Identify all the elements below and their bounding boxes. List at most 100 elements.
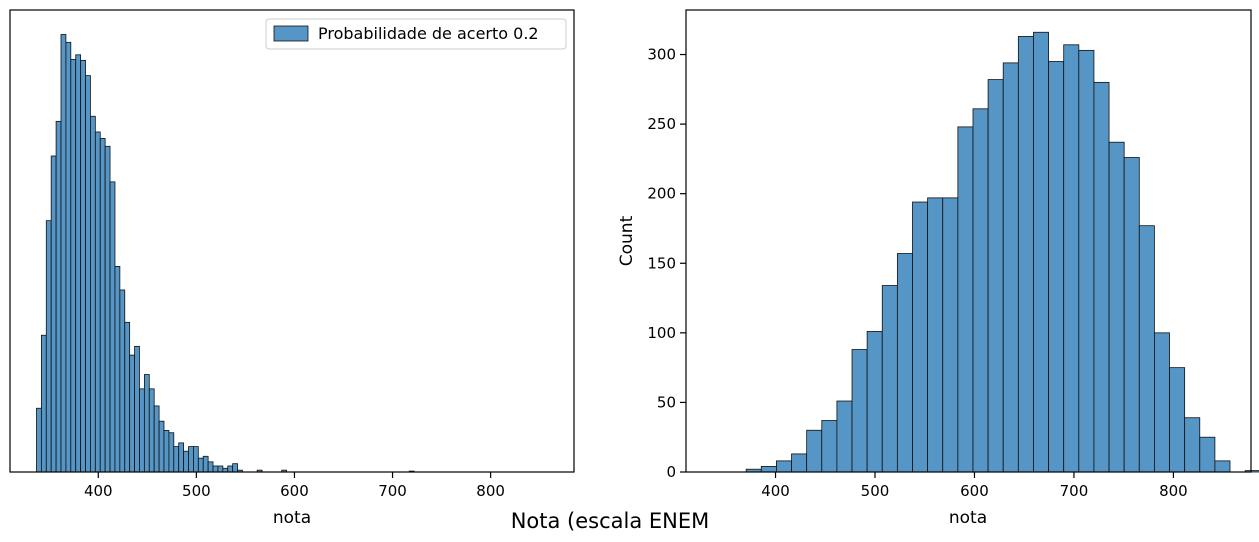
histogram-bar xyxy=(80,59,86,473)
x-tick-label: 700 xyxy=(1060,482,1089,500)
legend-label: Probabilidade de acerto 0.2 xyxy=(318,24,539,43)
histogram-bar xyxy=(896,253,913,473)
histogram-bar xyxy=(158,420,165,473)
histogram-bar xyxy=(1138,225,1155,473)
x-axis-ticks-right: 400 500 600 700 800 xyxy=(761,472,1188,500)
plot-area-left xyxy=(9,9,575,473)
histogram-bar xyxy=(821,420,838,473)
x-tick-label: 400 xyxy=(761,482,790,500)
y-tick-label: 200 xyxy=(647,185,676,203)
histogram-bar xyxy=(55,120,62,473)
histogram-bar xyxy=(70,59,77,473)
histogram-bar xyxy=(791,453,808,473)
histogram-bar xyxy=(942,197,959,473)
legend-box xyxy=(265,18,567,50)
histogram-bar xyxy=(972,108,989,473)
histogram-bar xyxy=(912,201,929,473)
histogram-bar xyxy=(1017,36,1034,473)
histogram-bar xyxy=(163,430,170,473)
histogram-bar xyxy=(1108,141,1125,473)
histogram-bar xyxy=(957,126,974,473)
histogram-bar xyxy=(188,446,194,473)
histogram-bar xyxy=(153,405,160,473)
x-axis-label-right: nota xyxy=(949,508,987,528)
y-axis-label-right: Count xyxy=(617,215,637,266)
x-tick-label: 800 xyxy=(1159,482,1188,500)
y-tick-label: 0 xyxy=(666,463,676,481)
x-tick-label: 500 xyxy=(182,482,211,500)
histogram-bar xyxy=(119,289,126,473)
histogram-bar xyxy=(987,79,1004,473)
x-axis-label-left: nota xyxy=(273,508,311,528)
histogram-bars-left xyxy=(36,34,415,473)
x-tick-label: 600 xyxy=(960,482,989,500)
x-axis-ticks-left: 400 500 600 700 800 xyxy=(84,472,505,500)
histogram-bar xyxy=(85,75,91,473)
histogram-bar xyxy=(99,138,106,473)
histogram-bar xyxy=(94,131,101,473)
histogram-bar xyxy=(1123,157,1140,473)
histogram-bar xyxy=(866,331,883,473)
x-tick-label: 500 xyxy=(861,482,890,500)
y-tick-label: 300 xyxy=(647,46,676,64)
histogram-bar xyxy=(836,400,853,473)
histogram-bar xyxy=(806,429,823,473)
y-axis-ticks-right: 0 50 100 150 200 250 300 xyxy=(647,46,686,481)
histogram-bar xyxy=(851,349,868,473)
histogram-bar xyxy=(139,388,145,473)
histogram-panel-left: 400 500 600 700 800 nota Probabilidade de ac… xyxy=(9,9,575,528)
histogram-bar xyxy=(1169,367,1186,473)
histogram-bar xyxy=(1214,460,1231,473)
histogram-bar xyxy=(1244,470,1259,473)
histogram-bar xyxy=(90,115,96,473)
histogram-bar xyxy=(75,54,82,473)
histogram-bar xyxy=(148,388,155,473)
histogram-bar xyxy=(129,354,135,473)
histogram-bars-right xyxy=(745,31,1259,473)
x-tick-label: 800 xyxy=(476,482,505,500)
histogram-bar xyxy=(40,334,47,473)
y-tick-label: 250 xyxy=(647,115,676,133)
figure-suptitle: Nota (escala ENEM xyxy=(511,509,710,533)
y-tick-label: 150 xyxy=(647,254,676,272)
histogram-bar xyxy=(232,463,238,473)
histogram-bar xyxy=(45,220,52,473)
x-tick-label: 700 xyxy=(378,482,407,500)
histogram-bar xyxy=(1078,49,1095,473)
histogram-bar xyxy=(36,407,42,473)
histogram-bar xyxy=(178,442,185,473)
x-tick-label: 400 xyxy=(84,482,113,500)
histogram-bar xyxy=(109,181,116,473)
x-tick-label: 600 xyxy=(280,482,309,500)
histogram-bar xyxy=(1154,332,1170,473)
plot-area-right xyxy=(685,9,1252,473)
histogram-bar xyxy=(173,446,180,473)
histogram-bar xyxy=(1199,436,1216,473)
histogram-bar xyxy=(207,461,214,473)
histogram-bar xyxy=(134,345,140,473)
y-tick-label: 100 xyxy=(647,324,676,342)
histogram-bar xyxy=(50,155,57,473)
histogram-bar xyxy=(197,457,204,473)
histogram-bar xyxy=(212,465,219,473)
histogram-bar xyxy=(1002,62,1019,473)
histogram-bar xyxy=(227,465,234,473)
histogram-bar xyxy=(776,460,792,473)
histogram-bar xyxy=(927,197,944,473)
histogram-bar xyxy=(1048,61,1065,473)
histogram-bar xyxy=(168,432,175,473)
histogram-bar xyxy=(193,446,199,473)
histogram-bar xyxy=(1093,81,1110,473)
histogram-bar xyxy=(124,321,131,473)
histogram-bar xyxy=(1033,31,1049,473)
histogram-bar xyxy=(114,266,121,473)
histogram-bar xyxy=(202,455,209,473)
legend-swatch xyxy=(273,25,309,42)
histogram-bar xyxy=(881,285,898,473)
histogram-bar xyxy=(1063,44,1080,473)
histogram-bar xyxy=(60,34,67,473)
legend: Probabilidade de acerto 0.2 xyxy=(265,18,567,50)
histogram-bar xyxy=(217,465,224,473)
